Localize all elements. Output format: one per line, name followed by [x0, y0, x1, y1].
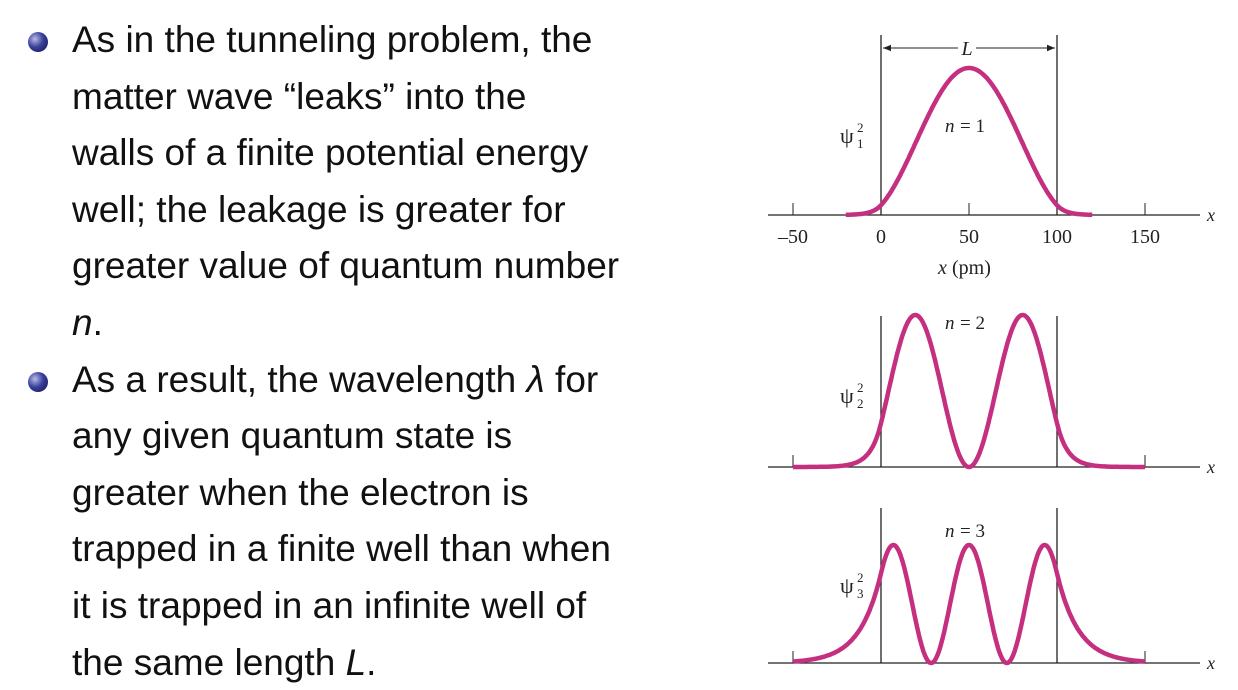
probability-curve [791, 542, 1147, 666]
text-line: As a result, the wavelength λ for [72, 358, 599, 400]
quantum-number-value: = 3 [960, 521, 985, 542]
x-tick-label: 100 [1042, 226, 1072, 248]
psi-subscript: 3 [857, 586, 864, 601]
text: it is trapped in an infinite well of [72, 585, 587, 626]
bullet-icon [28, 371, 48, 392]
psi-subscript: 2 [857, 396, 864, 411]
x-tick-label: 50 [959, 226, 979, 248]
x-tick-label: –50 [777, 226, 808, 248]
text: As in the tunneling problem, the [72, 19, 593, 60]
axis-end-label: x [1206, 205, 1215, 225]
x-tick-label: 0 [876, 226, 886, 248]
x-tick-label: 150 [1130, 226, 1160, 248]
probability-curve [791, 312, 1147, 470]
text: . [366, 641, 377, 683]
text: walls of a finite potential energy [72, 132, 589, 174]
x-axis-label-unit: (pm) [952, 257, 991, 279]
text-line: matter wave “leaks” into the [72, 75, 527, 117]
italic-text: λ [526, 358, 545, 400]
psi-superscript: 2 [857, 380, 864, 395]
text: As a result, the wavelength [72, 358, 527, 400]
text: trapped in a finite well than when [72, 528, 611, 570]
text-line: trapped in a finite well than when [72, 529, 611, 569]
text-line: walls of a finite potential energy [72, 133, 588, 173]
text: for [544, 358, 599, 400]
italic-text: L [345, 641, 367, 683]
text-line: it is trapped in an infinite well of [72, 586, 586, 626]
length-label: L [960, 38, 972, 60]
axis-end-label: x [1206, 653, 1215, 673]
psi-symbol: ψ [840, 123, 854, 148]
text: greater value of quantum number [72, 245, 620, 287]
quantum-number-var: n [945, 521, 955, 542]
text: well; the leakage is greater for [72, 188, 566, 230]
quantum-number-var: n [945, 313, 955, 334]
text: any given quantum state is [72, 415, 513, 457]
text: the same length [72, 641, 346, 683]
text-line: As in the tunneling problem, the [72, 20, 592, 60]
text-line: any given quantum state is [72, 416, 512, 456]
text-line: the same length L. [72, 641, 377, 683]
psi-subscript: 1 [857, 136, 864, 151]
quantum-number-value: = 1 [960, 116, 985, 137]
psi-symbol: ψ [840, 573, 854, 598]
text-line: greater value of quantum number [72, 246, 619, 286]
quantum-number-value: = 2 [960, 313, 985, 334]
italic-text: n [72, 302, 93, 343]
text-line: well; the leakage is greater for [72, 188, 566, 230]
quantum-number-var: n [945, 116, 955, 137]
text: matter wave “leaks” into the [72, 75, 527, 117]
text: greater when the electron is [72, 471, 529, 513]
psi-symbol: ψ [840, 383, 854, 408]
bullet-icon [28, 32, 48, 52]
text: . [92, 302, 103, 343]
probability-curve [844, 65, 1094, 218]
text-line: greater when the electron is [72, 471, 529, 513]
psi-superscript: 2 [857, 120, 864, 135]
psi-superscript: 2 [857, 570, 864, 585]
axis-end-label: x [1206, 457, 1215, 477]
x-axis-label-var: x [937, 257, 947, 279]
text-line: n. [72, 303, 103, 343]
